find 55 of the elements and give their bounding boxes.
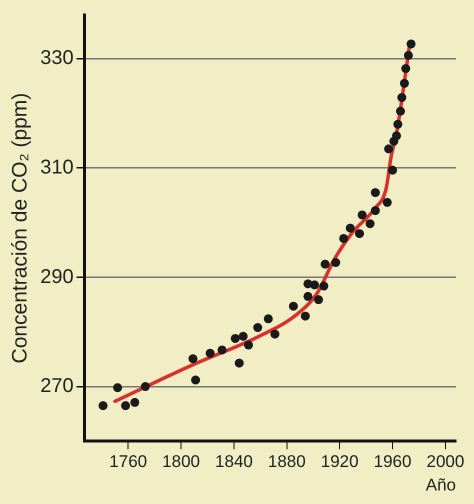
x-tick-label: 1960 [374, 452, 412, 472]
point [339, 234, 348, 243]
x-tick-label: 1760 [109, 452, 148, 472]
point [388, 166, 398, 175]
point [320, 260, 330, 269]
point [140, 382, 150, 392]
point [366, 219, 375, 228]
y-axis-title: Concentración de CO₂ (ppm) [8, 92, 32, 364]
point [382, 198, 392, 207]
point [355, 229, 364, 238]
point [331, 258, 340, 268]
y-tick-label: 270 [40, 375, 74, 398]
y-tick-label: 330 [40, 47, 74, 70]
y-tick-label: 310 [40, 156, 74, 179]
x-tick-label: 1840 [215, 452, 253, 472]
point [230, 334, 240, 343]
point [98, 401, 108, 410]
point [406, 39, 416, 48]
point [113, 383, 122, 392]
point [300, 312, 310, 321]
point [218, 345, 227, 354]
point [191, 376, 200, 384]
point [358, 210, 367, 220]
point [188, 354, 198, 364]
point [264, 314, 273, 324]
point [370, 188, 380, 198]
point [346, 224, 355, 233]
point [314, 295, 324, 304]
point [310, 280, 320, 290]
x-tick-label: 1880 [268, 452, 306, 472]
point [396, 106, 405, 116]
point [253, 323, 262, 332]
point [121, 401, 130, 410]
x-axis-title: Año [426, 475, 456, 494]
point [238, 332, 248, 341]
point [370, 206, 380, 216]
point [288, 302, 298, 311]
point [397, 93, 406, 102]
point [393, 120, 402, 129]
point [234, 358, 244, 368]
point [392, 131, 402, 140]
x-tick-label: 1920 [320, 452, 359, 472]
point [401, 64, 410, 74]
x-tick-label: 1800 [162, 452, 200, 472]
x-tick-label: 2000 [426, 452, 464, 472]
point [303, 292, 312, 301]
point [206, 348, 215, 358]
y-tick-label: 290 [40, 266, 74, 288]
point [130, 398, 140, 407]
point [270, 330, 280, 339]
point [319, 282, 328, 291]
point [404, 50, 413, 60]
point [384, 144, 394, 154]
point [244, 340, 253, 350]
point [400, 78, 409, 88]
